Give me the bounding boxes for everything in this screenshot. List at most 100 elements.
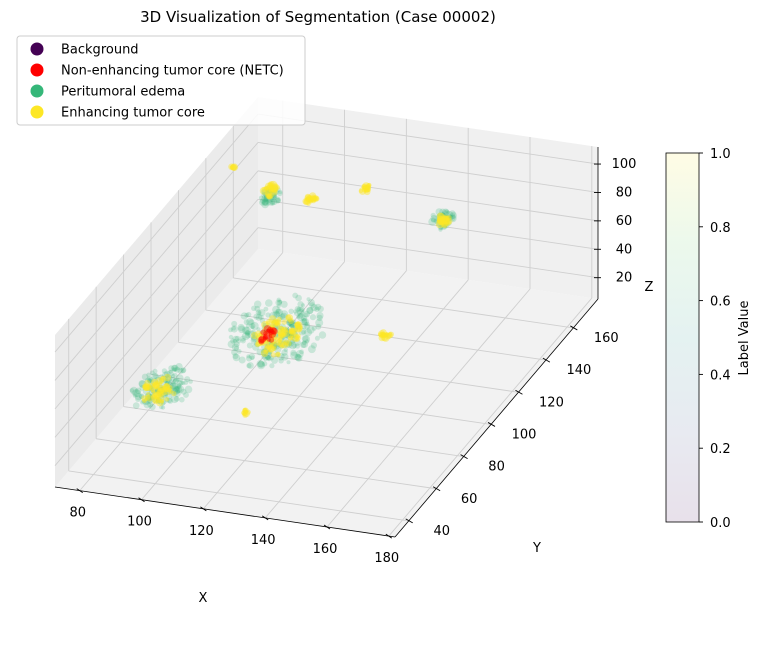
scatter-point — [437, 212, 444, 219]
scatter-point — [266, 184, 274, 192]
y-tick-label: 60 — [461, 492, 478, 507]
scatter-point — [272, 194, 277, 199]
scatter-point — [266, 320, 271, 325]
scatter-point — [266, 201, 271, 206]
scatter-point — [384, 332, 389, 338]
floor-pane — [55, 249, 598, 537]
scatter-point — [361, 183, 368, 190]
scatter-point — [301, 340, 307, 346]
scatter-point — [250, 355, 255, 360]
scatter-point — [269, 324, 275, 330]
scatter-point — [290, 324, 299, 333]
scatter-point — [143, 384, 150, 391]
scatter-point — [314, 303, 322, 311]
scatter-point — [255, 341, 261, 348]
scatter-point — [263, 186, 269, 192]
chart-title: 3D Visualization of Segmentation (Case 0… — [140, 8, 496, 26]
scatter-point — [266, 337, 271, 342]
scatter-point — [275, 352, 281, 358]
scatter-point — [295, 294, 302, 302]
scatter-point — [438, 224, 444, 230]
scatter-point — [266, 336, 272, 343]
scatter-point — [304, 323, 311, 330]
scatter-point — [167, 398, 174, 404]
scatter-point — [436, 220, 441, 226]
scatter-point — [301, 330, 306, 335]
scatter-point — [437, 213, 446, 221]
scatter-point — [433, 218, 439, 224]
scatter-point — [261, 189, 268, 196]
scatter-point — [284, 341, 291, 348]
scatter-point — [234, 341, 240, 348]
scatter-point — [279, 313, 286, 320]
cluster-peritumoral-edema — [428, 208, 457, 232]
scatter-point — [365, 184, 372, 191]
back-wall-pane — [258, 97, 598, 299]
scatter-point — [262, 198, 270, 207]
scatter-point — [138, 393, 145, 400]
scatter-point — [277, 337, 283, 342]
scatter-point — [379, 332, 386, 338]
scatter-point — [135, 395, 142, 402]
scatter-point — [309, 192, 317, 200]
scatter-point — [299, 306, 305, 313]
scatter-point — [172, 378, 178, 383]
scatter-point — [251, 305, 257, 311]
scatter-point — [261, 343, 269, 351]
scatter-point — [175, 374, 184, 382]
scatter-point — [249, 322, 256, 329]
scatter-point — [158, 389, 167, 398]
scatter-point — [265, 299, 273, 307]
legend-label: Background — [61, 43, 139, 58]
scatter-point — [242, 407, 248, 413]
scatter-point — [443, 220, 449, 226]
scatter-point — [152, 380, 161, 388]
scatter-point — [259, 330, 264, 335]
scatter-point — [158, 386, 166, 394]
scatter-point — [442, 208, 450, 216]
scatter-point — [294, 324, 303, 333]
scatter-point — [295, 350, 304, 358]
scatter-point — [242, 407, 247, 413]
grid-line-x-floor — [141, 261, 345, 501]
scatter-point — [260, 348, 266, 354]
colorbar-tick-label: 0.2 — [710, 442, 731, 457]
scatter-point — [300, 318, 308, 326]
scatter-point — [163, 391, 169, 397]
scatter-point — [440, 212, 446, 219]
scatter-point — [304, 328, 312, 337]
scatter-point — [237, 325, 246, 334]
scatter-point — [273, 196, 281, 204]
scatter-point — [146, 395, 153, 402]
scatter-point — [278, 330, 285, 337]
colorbar-tick-label: 0.8 — [710, 221, 731, 236]
scatter-point — [270, 323, 275, 328]
scatter-point — [261, 200, 269, 209]
y-tick-mark — [542, 357, 551, 363]
scatter-point — [291, 331, 299, 339]
scatter-point — [159, 377, 165, 383]
scatter-point — [156, 377, 164, 385]
scatter-point — [262, 335, 268, 341]
scatter-point — [171, 364, 178, 372]
scatter-point — [289, 339, 295, 344]
scatter-point — [387, 331, 393, 337]
scatter-point — [286, 341, 293, 349]
scatter-point — [436, 213, 443, 220]
scatter-point — [281, 349, 288, 356]
scatter-point — [246, 342, 253, 349]
scatter-point — [158, 386, 166, 394]
x-tick-label: 100 — [127, 515, 152, 530]
scatter-point — [294, 334, 300, 340]
scatter-point — [166, 387, 172, 393]
scatter-point — [161, 389, 167, 396]
scatter-point — [277, 341, 284, 348]
scatter-point — [362, 182, 371, 191]
scatter-point — [268, 201, 274, 206]
scatter-point — [296, 324, 303, 331]
scatter-point — [288, 341, 297, 350]
scatter-point — [314, 335, 320, 341]
scatter-point — [142, 398, 147, 404]
scatter-point — [271, 356, 279, 364]
y-tick-mark — [432, 486, 441, 492]
